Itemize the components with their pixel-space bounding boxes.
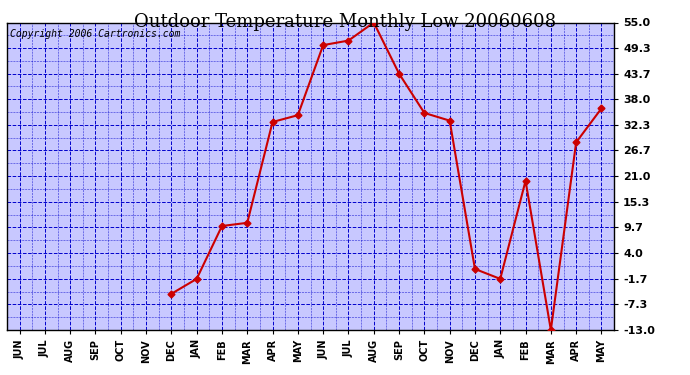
Text: Outdoor Temperature Monthly Low 20060608: Outdoor Temperature Monthly Low 20060608: [134, 13, 556, 31]
Text: Copyright 2006 Cartronics.com: Copyright 2006 Cartronics.com: [10, 28, 180, 39]
